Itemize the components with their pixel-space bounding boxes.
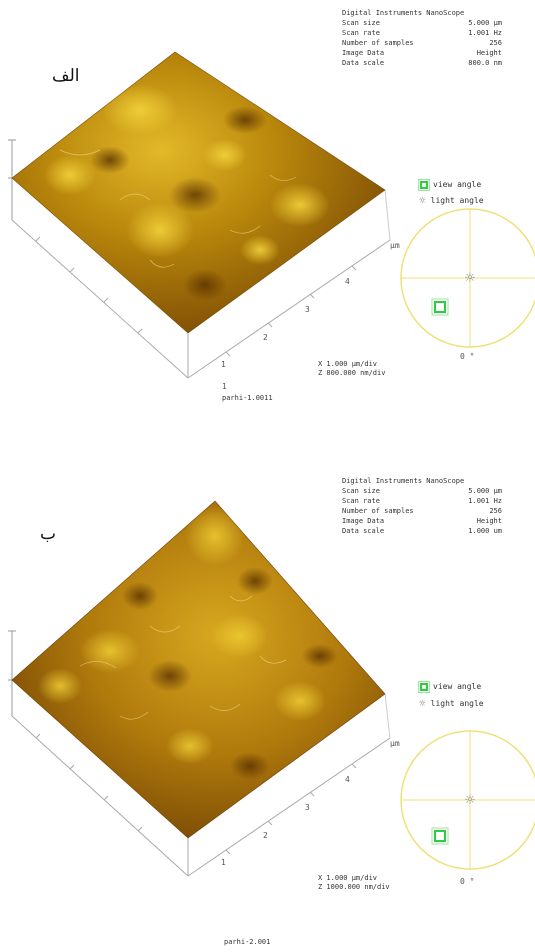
surface (11, 500, 386, 839)
light-angle-legend: ☼ light angle (419, 193, 484, 207)
info-row-scan-size: Scan size 5.000 µm (342, 19, 502, 27)
light-angle-legend: ☼ light angle (419, 696, 484, 710)
info-row-data-scale: Data scale 1.000 um (342, 527, 502, 535)
angle-dial: ☼ 0 ° (400, 730, 535, 886)
view-position-square-icon (434, 301, 446, 313)
afm-panel-a: Digital Instruments NanoScope Scan size 5… (8, 8, 535, 402)
axis-ticks (35, 236, 357, 357)
corner-tick-label: 1 (222, 382, 227, 391)
afm-panel-b: Digital Instruments NanoScope Scan size 5… (0, 476, 535, 952)
info-row-scan-rate: Scan rate 1.001 Hz (342, 29, 502, 37)
angle-label: 0 ° (460, 877, 474, 886)
y-axis (187, 239, 391, 379)
info-row-scan-rate: Scan rate 1.001 Hz (342, 497, 502, 505)
x-axis (11, 219, 189, 379)
scale-info: X 1.000 µm/div Z 800.000 nm/div (318, 360, 385, 378)
info-row-scan-size: Scan size 5.000 µm (342, 487, 502, 495)
afm-3d-view: 1 2 3 4 µm (8, 500, 400, 877)
info-row-samples: Number of samples 256 (342, 39, 502, 47)
panel-label: الف (52, 66, 80, 86)
tick-label: 1 (221, 360, 226, 369)
info-row-image-data: Image Data Height (342, 517, 502, 525)
angle-label: 0 ° (460, 352, 474, 361)
scale-x: X 1.000 µm/div (318, 360, 378, 368)
axis-unit: µm (390, 739, 400, 748)
scan-info: Digital Instruments NanoScope Scan size 5… (342, 8, 502, 68)
light-position-sun-icon: ☼ (464, 793, 476, 808)
y-axis (187, 737, 391, 877)
scale-info: X 1.000 µm/div Z 1000.000 nm/div (318, 874, 390, 892)
filename: parhi-1.0011 (222, 394, 273, 402)
view-angle-legend: view angle (418, 178, 481, 191)
tick-label: 2 (263, 333, 268, 342)
scan-info: Digital Instruments NanoScope Scan size 5… (342, 476, 502, 536)
panel-label: ب (40, 524, 57, 544)
surface-texture (38, 506, 338, 780)
tick-label: 3 (305, 803, 310, 812)
tick-label: 4 (345, 775, 350, 784)
view-angle-legend: view angle (418, 680, 481, 693)
instrument-header: Digital Instruments NanoScope (342, 477, 465, 485)
x-axis (11, 715, 189, 877)
info-row-image-data: Image Data Height (342, 49, 502, 57)
afm-3d-view: 1 2 3 4 µm 1 (8, 51, 400, 391)
tick-label: 2 (263, 831, 268, 840)
scale-x: X 1.000 µm/div (318, 874, 378, 882)
instrument-header: Digital Instruments NanoScope (342, 9, 465, 17)
sun-icon: ☼ (419, 696, 426, 710)
tick-label: 3 (305, 305, 310, 314)
tick-label: 1 (221, 858, 226, 867)
scale-z: Z 1000.000 nm/div (318, 883, 390, 891)
surface-texture (44, 84, 330, 301)
axis-ticks (35, 733, 357, 855)
view-position-square-icon (434, 830, 446, 842)
info-row-samples: Number of samples 256 (342, 507, 502, 515)
right-edge (384, 693, 391, 739)
sun-icon: ☼ (419, 193, 426, 207)
axis-unit: µm (390, 241, 400, 250)
view-angle-square-icon (418, 680, 430, 693)
view-angle-square-icon (418, 178, 430, 191)
filename: parhi-2.001 (224, 938, 271, 946)
angle-dial: ☼ 0 ° (400, 208, 535, 361)
tick-label: 4 (345, 277, 350, 286)
light-position-sun-icon: ☼ (464, 271, 476, 286)
scale-z: Z 800.000 nm/div (318, 369, 386, 377)
info-row-data-scale: Data scale 800.0 nm (342, 59, 502, 67)
right-edge (384, 189, 391, 241)
